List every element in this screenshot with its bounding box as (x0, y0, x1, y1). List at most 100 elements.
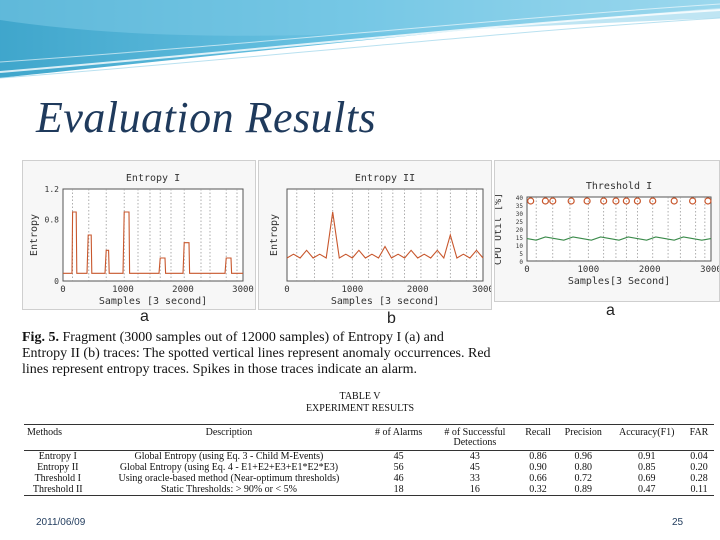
x-tick-label: 3000 (700, 265, 719, 275)
table-cell: 18 (366, 484, 431, 496)
data-series-line (286, 211, 484, 260)
alarm-marker (600, 197, 608, 205)
y-tick-label: 1.2 (45, 185, 60, 194)
caption-prefix: Fig. 5. (22, 330, 59, 345)
data-series-line (63, 211, 243, 274)
table-cell: Global Entropy (using Eq. 4 - E1+E2+E3+E… (119, 462, 339, 473)
y-tick-label: 15 (516, 235, 524, 242)
alarm-marker (689, 197, 697, 205)
x-axis-label: Samples [3 second] (99, 296, 207, 307)
table-cell: Threshold I (34, 473, 81, 484)
header-successful-detections: # of Successful Detections (430, 424, 519, 451)
figure-caption: Fig. 5. Fragment (3000 samples out of 12… (22, 330, 492, 378)
y-tick-label: 20 (516, 227, 524, 234)
entropy-1-chart: Entropy I 0 1000 2000 3000 0 0.8 1.2 Samples [3 … (29, 173, 254, 307)
x-tick-label: 1000 (577, 265, 599, 275)
caption-text: Fragment (3000 samples out of 12000 samp… (22, 330, 491, 377)
table-cell: 43 (469, 451, 480, 462)
threshold-1-chart-panel: Threshold I 0 1000 2000 3000 0510152025303540… (494, 160, 720, 302)
table-cell: Using oracle-based method (Near-optimum … (118, 473, 340, 484)
entropy-2-chart-panel: Entropy II 0 1000 2000 3000 Samples [3 second… (258, 160, 492, 310)
alarm-marker (622, 197, 630, 205)
alarm-marker (583, 197, 591, 205)
chart-title: Threshold I (586, 181, 652, 192)
x-tick-label: 0 (284, 285, 289, 295)
chart-title: Entropy II (355, 173, 415, 184)
threshold-1-chart: Threshold I 0 1000 2000 3000 0510152025303540… (495, 181, 719, 287)
alarm-marker (527, 197, 535, 205)
table-cell: 0.91 (637, 451, 656, 462)
table-cell: 0.72 (574, 473, 593, 484)
table-cell: 0.96 (574, 451, 593, 462)
alarm-marker (549, 197, 557, 205)
header-alarms: # of Alarms (366, 424, 431, 451)
table-number: TABLE V (339, 391, 381, 402)
x-tick-label: 1000 (341, 285, 363, 295)
table-cell: 0.04 (690, 451, 708, 462)
table-cell: Global Entropy (using Eq. 3 - Child M-Ev… (134, 451, 324, 462)
alarm-marker (704, 197, 712, 205)
plot-area (62, 188, 244, 282)
alarm-marker (649, 197, 657, 205)
table-cell: 0.47 (609, 484, 685, 496)
y-axis-label: Entropy (29, 214, 40, 256)
alarm-marker (567, 197, 575, 205)
table-cell: 46 (393, 473, 404, 484)
table-header-row: Methods Description # of Alarms # of Suc… (24, 424, 714, 451)
slide-title: Evaluation Results (36, 93, 377, 142)
y-tick-label: 10 (516, 243, 524, 250)
chart-title: Entropy I (126, 173, 180, 184)
table-cell: 0.69 (637, 473, 656, 484)
y-tick-label: 5 (519, 251, 523, 258)
table-cell: 0.20 (690, 462, 708, 473)
slide-date: 2011/06/09 (36, 517, 86, 528)
header-accuracy: Accuracy(F1) (609, 424, 685, 451)
subfigure-label-b: b (387, 310, 396, 327)
x-tick-label: 0 (524, 265, 529, 275)
y-tick-label: 35 (516, 203, 524, 210)
header-banner (0, 0, 720, 79)
table-cell: 0.80 (574, 462, 593, 473)
experiment-results-table: Methods Description # of Alarms # of Suc… (24, 424, 714, 496)
table-row: Threshold I Using oracle-based method (N… (24, 473, 714, 484)
alarm-marker (541, 197, 550, 205)
plot-area (526, 196, 712, 262)
header-description: Description (91, 424, 367, 451)
x-axis-label: Samples[3 Second] (568, 276, 670, 287)
table-title: EXPERIMENT RESULTS (305, 403, 415, 414)
data-series-line (526, 236, 712, 241)
table-cell: Threshold II (24, 484, 92, 496)
x-tick-label: 2000 (172, 285, 194, 295)
x-tick-label: 0 (60, 285, 65, 295)
table-cell: 0.85 (637, 462, 656, 473)
table-cell: 16 (430, 484, 519, 496)
x-tick-label: 3000 (472, 285, 491, 295)
y-axis-label: CPU Util [%] (495, 193, 504, 265)
table-cell: 0.66 (529, 473, 547, 484)
table-cell: 0.11 (684, 484, 714, 496)
y-tick-label: 40 (516, 195, 524, 202)
table-cell: 0.32 (518, 484, 558, 496)
alarm-marker (670, 197, 678, 205)
x-axis-label: Samples [3 second] (331, 296, 439, 307)
y-tick-label: 0.8 (45, 216, 60, 225)
x-tick-label: 2000 (639, 265, 661, 275)
table-cell: 0.90 (529, 462, 547, 473)
x-tick-label: 1000 (112, 285, 134, 295)
table-cell: 0.28 (690, 473, 708, 484)
x-tick-label: 2000 (407, 285, 429, 295)
header-far: FAR (684, 424, 714, 451)
plot-area (286, 188, 484, 282)
y-tick-label: 0 (519, 259, 523, 266)
y-tick-label: 25 (516, 219, 524, 226)
table-cell: Entropy I (38, 451, 77, 462)
table-cell: Entropy II (37, 462, 79, 473)
y-axis-label: Entropy (269, 214, 280, 256)
table-cell: 45 (469, 462, 480, 473)
subfigure-label-a: a (140, 308, 149, 325)
slide-page-number: 25 (672, 517, 684, 528)
table-cell: 45 (393, 451, 404, 462)
alarm-marker (633, 197, 641, 205)
table-cell: Static Thresholds: > 90% or < 5% (91, 484, 367, 496)
subfigure-label-a-threshold: a (606, 302, 615, 319)
